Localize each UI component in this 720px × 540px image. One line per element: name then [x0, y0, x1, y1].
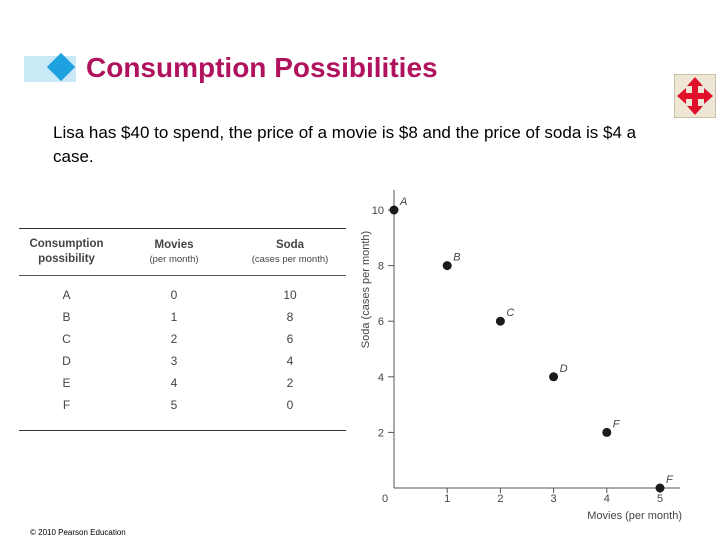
cell-soda: 10: [283, 288, 297, 302]
table-top-rule: [19, 228, 346, 229]
cell-possibility: B: [62, 310, 71, 324]
cell-possibility: E: [62, 376, 71, 390]
header-movies-unit: (per month): [149, 253, 199, 265]
x-tick-label: 0: [382, 493, 388, 505]
table-row: D 3 4: [19, 350, 346, 372]
x-tick-label: 4: [604, 493, 610, 505]
copyright-note: © 2010 Pearson Education: [30, 528, 126, 537]
header-soda: Soda (cases per month): [234, 238, 346, 267]
cell-possibility: F: [62, 398, 71, 412]
point-label: B: [453, 252, 460, 264]
header-soda-unit: (cases per month): [251, 253, 329, 265]
x-tick-label: 2: [497, 493, 503, 505]
slide-subtitle: Lisa has $40 to spend, the price of a mo…: [53, 123, 637, 166]
point-label: A: [399, 196, 407, 208]
cell-movies: 0: [170, 288, 178, 302]
table-header-row: Consumption possibility Movies (per mont…: [19, 229, 346, 275]
y-tick-label: 10: [372, 205, 384, 217]
data-point-1: [442, 261, 452, 271]
cell-movies: 2: [170, 332, 178, 346]
x-tick-label: 5: [657, 493, 663, 505]
table-row: B 1 8: [19, 306, 346, 328]
cell-soda: 4: [286, 354, 294, 368]
point-label: D: [560, 363, 568, 375]
data-point-4: [602, 427, 612, 437]
point-label: F: [666, 474, 674, 486]
cell-soda: 6: [286, 332, 294, 346]
table-row: F 5 0: [19, 394, 346, 416]
data-point-2: [495, 316, 505, 326]
y-axis-label: Soda (cases per month): [360, 231, 372, 348]
cell-movies: 1: [170, 310, 178, 324]
y-tick-label: 6: [378, 316, 384, 328]
data-point-0: [389, 205, 399, 215]
cell-soda: 8: [286, 310, 294, 324]
data-point-3: [549, 372, 559, 382]
header-possibility-label: Consumption possibility: [29, 238, 104, 265]
point-label: C: [506, 307, 514, 319]
cell-soda: 0: [286, 398, 294, 412]
move-arrows-icon: [677, 77, 713, 115]
x-tick-label: 3: [551, 493, 557, 505]
cell-movies: 3: [170, 354, 178, 368]
cell-possibility: D: [62, 354, 71, 368]
header-possibility: Consumption possibility: [19, 237, 114, 267]
table-row: E 4 2: [19, 372, 346, 394]
y-tick-label: 4: [378, 372, 384, 384]
point-label: F: [613, 418, 621, 430]
move-arrows-button[interactable]: [674, 74, 716, 118]
x-axis-label: Movies (per month): [587, 510, 682, 522]
slide-title: Consumption Possibilities: [86, 52, 438, 83]
table-bottom-rule: [19, 430, 346, 431]
table-row: C 2 6: [19, 328, 346, 350]
data-point-5: [655, 483, 665, 493]
cell-soda: 2: [286, 376, 294, 390]
table-row: A 0 10: [19, 284, 346, 306]
consumption-table: Consumption possibility Movies (per mont…: [19, 228, 346, 431]
cell-movies: 5: [170, 398, 178, 412]
table-header-rule: [19, 275, 346, 276]
y-tick-label: 8: [378, 261, 384, 273]
x-tick-label: 1: [444, 493, 450, 505]
cell-possibility: C: [62, 332, 71, 346]
header-movies-label: Movies: [154, 238, 194, 251]
cell-movies: 4: [170, 376, 178, 390]
header-soda-label: Soda: [275, 238, 305, 251]
cell-possibility: A: [62, 288, 71, 302]
y-tick-label: 2: [378, 427, 384, 439]
header-movies: Movies (per month): [114, 238, 234, 267]
